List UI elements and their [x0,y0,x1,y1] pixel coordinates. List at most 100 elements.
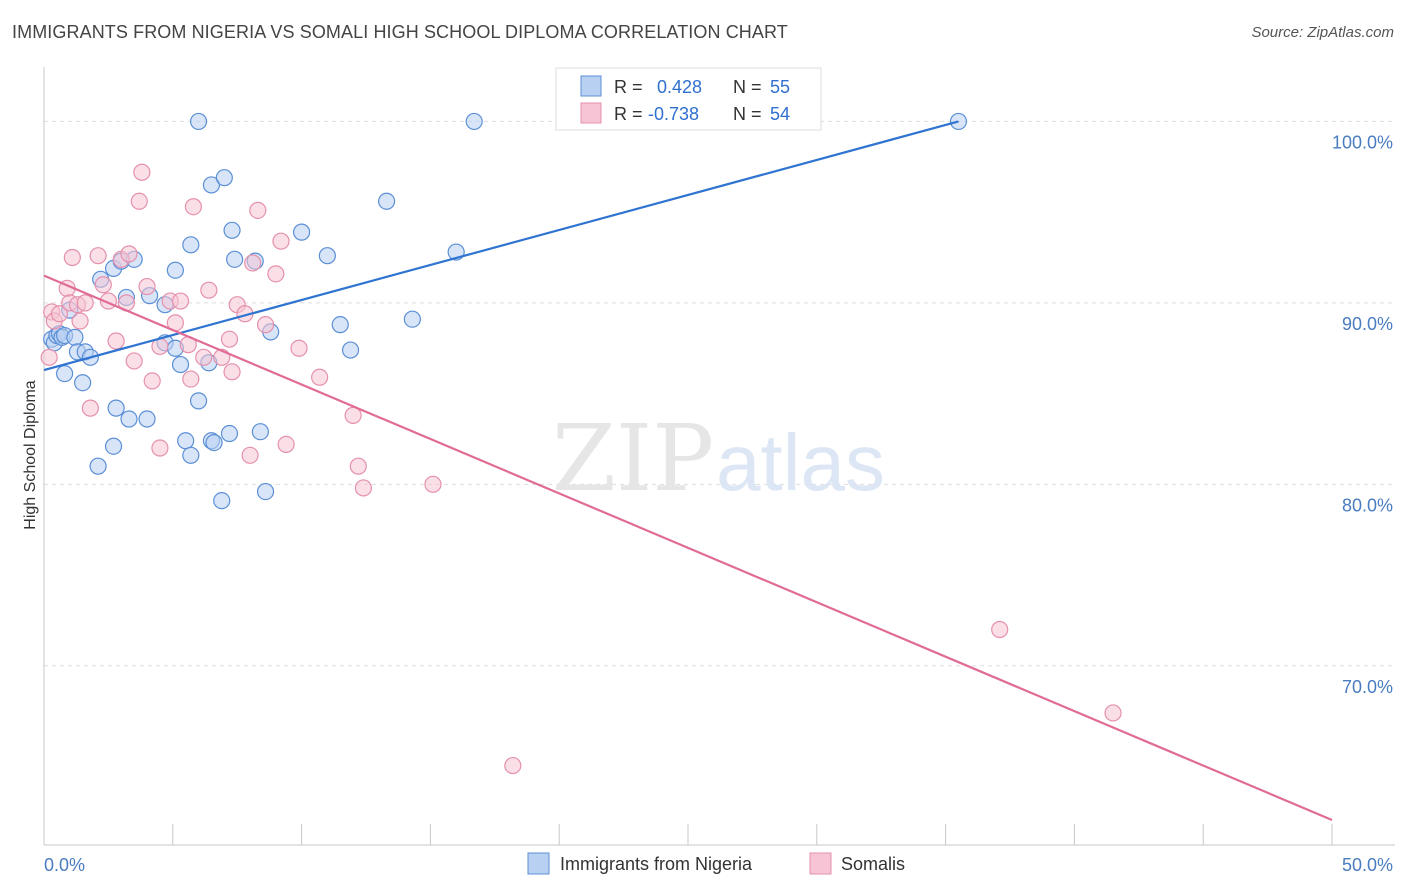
point-somalis-11 [89,247,107,265]
point-nigeria-35 [220,424,239,443]
point-nigeria-25 [189,392,208,410]
legend-r-label-2: R = [614,104,643,124]
y-axis-label: High School Diploma [22,380,39,530]
point-somalis-12 [94,276,112,294]
point-nigeria-31 [215,169,233,187]
point-nigeria-48 [189,112,208,131]
point-somalis-21 [138,277,156,296]
point-somalis-39 [244,254,262,272]
point-nigeria-26 [177,432,195,450]
point-somalis-17 [120,245,138,263]
point-nigeria-24 [182,236,200,254]
bottom-legend-label-somalis: Somalis [841,854,905,874]
point-nigeria-52 [138,410,156,428]
point-somalis-32 [200,281,218,299]
point-nigeria-44 [341,341,360,359]
point-nigeria-21 [166,261,184,279]
point-nigeria-53 [107,399,125,417]
point-somalis-14 [107,332,125,350]
point-somalis-40 [249,201,267,219]
point-nigeria-27 [182,446,200,464]
point-nigeria-11 [56,365,74,383]
point-somalis-8 [71,312,89,330]
point-nigeria-23 [171,355,190,374]
point-somalis-18 [125,352,143,370]
bottom-legend-label-nigeria: Immigrants from Nigeria [560,854,753,874]
point-somalis-48 [349,457,367,475]
legend-swatch-somalis [580,102,602,124]
point-nigeria-45 [378,192,396,210]
point-somalis-53 [1104,704,1122,722]
trend-lines [43,120,1333,822]
axes [43,67,1395,846]
point-nigeria-36 [213,492,231,510]
x-tick-label-max: 50.0% [1342,855,1393,875]
y-tick-label-2: 80.0% [1342,495,1393,515]
point-somalis-29 [182,370,200,388]
point-somalis-42 [267,265,285,283]
watermark-zip: ZIP [552,405,714,512]
point-somalis-27 [171,292,190,310]
point-somalis-50 [424,475,442,493]
point-somalis-49 [354,479,373,497]
point-somalis-35 [223,363,241,381]
point-somalis-6 [63,248,81,267]
point-somalis-41 [256,316,275,334]
point-nigeria-38 [251,423,269,441]
point-somalis-9 [76,294,94,312]
trend-line-somalis [43,274,1333,822]
point-somalis-2 [40,348,58,366]
point-somalis-34 [220,330,239,348]
legend-n-value-nigeria: 55 [770,77,790,97]
point-somalis-10 [81,399,99,417]
point-somalis-45 [290,339,308,357]
point-somalis-22 [143,372,161,390]
y-tick-labels: 100.0% 90.0% 80.0% 70.0% [1332,132,1393,696]
point-nigeria-7 [66,328,84,346]
point-somalis-51 [504,756,522,775]
point-somalis-31 [195,348,213,366]
gridlines [44,120,1395,667]
legend-n-label-2: N = [733,104,762,124]
series-legend: Immigrants from Nigeria Somalis [527,852,905,875]
point-nigeria-33 [223,221,241,239]
point-somalis-43 [272,232,290,250]
point-nigeria-32 [205,433,223,452]
point-nigeria-43 [331,316,349,334]
bottom-legend-swatch-nigeria [527,852,550,875]
point-nigeria-55 [89,457,107,475]
chart-source: Source: ZipAtlas.com [1251,24,1394,41]
point-nigeria-51 [120,410,138,428]
trend-line-nigeria [43,120,959,372]
point-nigeria-34 [226,250,244,268]
point-nigeria-39 [256,482,275,501]
point-nigeria-54 [104,437,123,455]
point-somalis-46 [311,368,329,386]
y-tick-label-3: 70.0% [1342,677,1393,697]
point-somalis-20 [133,163,151,181]
point-somalis-3 [50,305,69,323]
watermark-atlas: atlas [716,418,885,507]
legend-r-value-somalis: -0.738 [648,104,699,124]
point-nigeria-12 [74,374,92,392]
y-tick-label-1: 90.0% [1342,314,1393,334]
point-nigeria-49 [465,112,483,131]
point-somalis-30 [184,198,203,216]
point-somalis-24 [151,439,169,457]
legend-r-value-nigeria: 0.428 [657,77,702,97]
point-nigeria-30 [202,176,221,194]
legend-n-value-somalis: 54 [770,104,790,124]
legend-n-label-1: N = [733,77,762,97]
point-nigeria-41 [293,223,311,241]
x-tick-label-min: 0.0% [44,855,85,875]
point-somalis-44 [277,435,295,454]
legend-swatch-nigeria [580,75,602,97]
point-somalis-52 [991,620,1009,639]
correlation-legend: R = 0.428 N = 55 R = -0.738 N = 54 [555,67,822,131]
y-tick-label-0: 100.0% [1332,132,1393,152]
point-somalis-19 [130,192,148,210]
point-nigeria-46 [403,310,421,328]
point-nigeria-42 [318,247,336,265]
bottom-legend-swatch-somalis [809,852,832,875]
